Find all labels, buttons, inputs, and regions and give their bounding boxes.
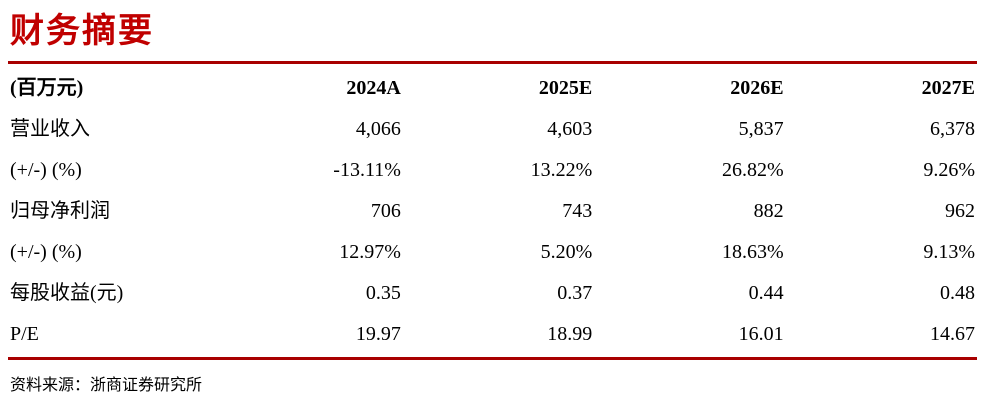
cell-value: 0.37 [557, 282, 593, 304]
cell-value: 706 [370, 200, 401, 222]
cell-value: 26.82% [721, 159, 784, 181]
cell-value: 0.44 [748, 282, 784, 304]
table-row-eps: 每股收益(元) 0.35 0.37 0.44 0.48 [8, 273, 977, 314]
table-row-pe: P/E 19.97 18.99 16.01 14.67 [8, 314, 977, 355]
table-row-net-profit: 归母净利润 706 743 882 962 [8, 191, 977, 232]
table-row-net-profit-growth: (+/-) (%) 12.97% 5.20% 18.63% 9.13% [8, 232, 977, 273]
table-row-revenue-growth: (+/-) (%) -13.11% 13.22% 26.82% 9.26% [8, 150, 977, 191]
table-bottom-rule [8, 357, 977, 360]
row-label: (+/-) (%) [10, 159, 82, 181]
cell-value: 13.22% [530, 159, 593, 181]
cell-value: 16.01 [738, 323, 784, 345]
cell-value: -13.11% [333, 159, 401, 181]
row-label: (+/-) (%) [10, 241, 82, 263]
year-header-2026e: 2026E [730, 77, 784, 99]
cell-value: 743 [562, 200, 593, 222]
cell-value: 9.13% [923, 241, 975, 263]
page-title: 财务摘要 [10, 13, 154, 50]
cell-value: 19.97 [355, 323, 401, 345]
cell-value: 12.97% [339, 241, 401, 263]
cell-value: 0.35 [365, 282, 401, 304]
unit-header-cell: (百万元) [10, 77, 84, 99]
cell-value: 14.67 [930, 323, 975, 345]
source-note: 资料来源：浙商证券研究所 [10, 377, 203, 394]
cell-value: 18.63% [721, 241, 784, 263]
row-label: 营业收入 [10, 118, 90, 140]
row-label: 每股收益(元) [10, 282, 124, 304]
table-row-revenue: 营业收入 4,066 4,603 5,837 6,378 [8, 109, 977, 150]
cell-value: 962 [945, 200, 975, 222]
cell-value: 0.48 [940, 282, 975, 304]
cell-value: 4,603 [547, 118, 593, 140]
table-header-row: (百万元) 2024A 2025E 2026E 2027E [8, 64, 977, 109]
year-header-2024a: 2024A [346, 77, 401, 99]
cell-value: 6,378 [930, 118, 975, 140]
cell-value: 4,066 [355, 118, 401, 140]
cell-value: 882 [753, 200, 784, 222]
cell-value: 5,837 [738, 118, 784, 140]
cell-value: 18.99 [547, 323, 593, 345]
financial-summary-table: (百万元) 2024A 2025E 2026E 2027E 营业收入 4,066… [8, 64, 977, 355]
year-header-2025e: 2025E [538, 77, 593, 99]
year-header-2027e: 2027E [921, 77, 975, 99]
row-label: 归母净利润 [10, 200, 110, 222]
title-underline-rule [8, 61, 977, 64]
cell-value: 5.20% [540, 241, 593, 263]
row-label: P/E [10, 323, 39, 345]
cell-value: 9.26% [923, 159, 975, 181]
